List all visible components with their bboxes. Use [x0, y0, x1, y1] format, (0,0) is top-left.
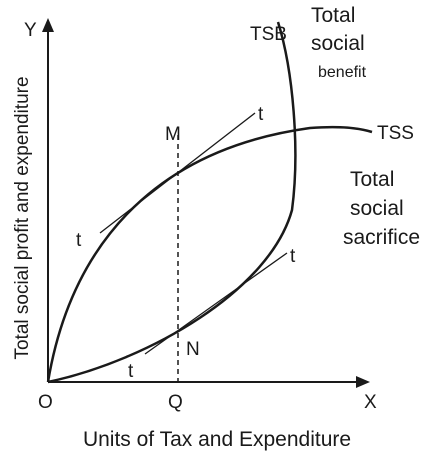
tangent-lower: [144, 252, 288, 355]
tss-curve: [46, 125, 373, 383]
tangent-label: t: [290, 246, 296, 267]
tangent-upper: [99, 112, 256, 234]
tss-label: social: [350, 197, 404, 220]
tss-label: sacrifice: [343, 226, 420, 249]
y-letter: Y: [24, 20, 37, 41]
x-axis-label: Units of Tax and Expenditure: [83, 428, 351, 451]
x-letter: X: [364, 392, 377, 413]
point-q: Q: [168, 392, 183, 413]
tsb-label: social: [311, 32, 365, 55]
tsb-name: TSB: [250, 24, 287, 45]
x-arrow: [356, 376, 370, 388]
y-axis-label: Total social profit and expenditure: [12, 76, 33, 359]
tsb-label: benefit: [318, 64, 367, 81]
point-m: M: [165, 124, 181, 145]
tss-label: Total: [350, 168, 394, 191]
tsb-curve: [47, 21, 297, 384]
origin: O: [38, 392, 53, 413]
tss-name: TSS: [377, 123, 414, 144]
tsb-label: Total: [311, 4, 355, 27]
tangent-label: t: [76, 230, 82, 251]
tangent-label: t: [258, 104, 264, 125]
tangent-label: t: [128, 361, 134, 382]
y-arrow: [42, 18, 54, 32]
point-n: N: [186, 339, 200, 360]
